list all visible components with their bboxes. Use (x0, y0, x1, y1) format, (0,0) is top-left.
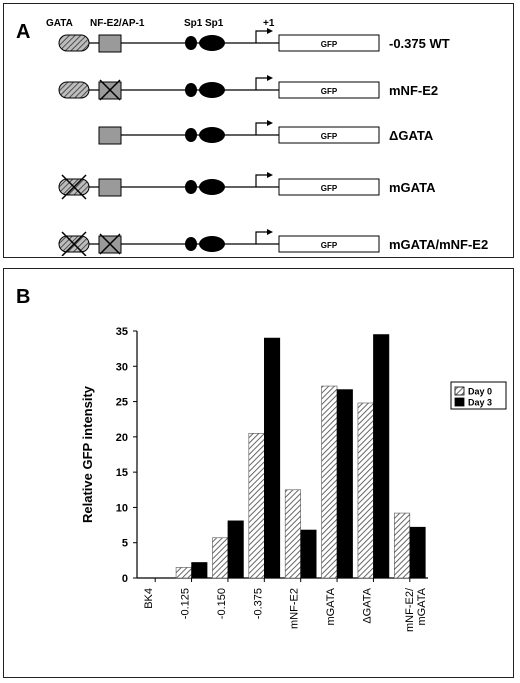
nfe2-site (98, 34, 122, 53)
y-tick-label: 15 (116, 467, 128, 479)
x-tick-label: -0.375 (252, 588, 264, 619)
nfe2-element-label: NF-E2/AP-1 (90, 18, 145, 29)
tss-arrowhead (267, 28, 273, 34)
legend-swatch (454, 386, 465, 396)
y-tick-label: 10 (116, 502, 128, 514)
sp1-element-label-1: Sp1 (184, 18, 203, 29)
bar-day-3 (373, 334, 390, 579)
sp1-site (185, 237, 197, 251)
panel-a: A GATA NF-E2/AP-1 Sp1 Sp1 +1 GFP -0.375 W… (3, 3, 514, 258)
tss-arrow (255, 122, 268, 135)
construct-row: GFP ΔGATA (98, 120, 434, 145)
bar-day-0 (175, 567, 192, 579)
bar-day-3 (264, 337, 281, 579)
bar-day-3 (227, 520, 244, 579)
sp1-site (199, 35, 225, 51)
nfe2-mutation-mark (99, 79, 121, 101)
nfe2-site (98, 126, 122, 145)
gfp-reporter-box (278, 126, 380, 144)
y-tick-label: 0 (122, 573, 128, 585)
x-tick-label: ΔGATA (361, 587, 373, 623)
panel-b-label: B (16, 286, 30, 308)
tss-label: +1 (263, 18, 275, 29)
bar-day-0 (357, 402, 374, 579)
construct-name: -0.375 WT (389, 36, 450, 51)
sp1-site (185, 83, 197, 97)
bar-day-0 (321, 385, 338, 579)
sp1-site (185, 36, 197, 50)
gata-mutation-mark (61, 231, 87, 256)
legend-swatch (454, 397, 465, 407)
y-axis-label: Relative GFP intensity (80, 385, 95, 523)
x-tick-label: mNF-E2 (289, 588, 301, 629)
x-tick-label: BK4 (143, 588, 155, 609)
gfp-reporter-box (278, 81, 380, 99)
construct-name: mNF-E2 (389, 83, 438, 98)
gfp-reporter-box (278, 178, 380, 196)
gata-site (58, 81, 90, 99)
bar-day-0 (248, 433, 265, 579)
bar-day-0 (212, 537, 229, 579)
sp1-site (199, 127, 225, 143)
legend-label: Day 0 (468, 387, 492, 397)
y-tick-label: 5 (122, 538, 128, 550)
tss-arrow (255, 231, 268, 244)
gfp-label: GFP (321, 132, 338, 141)
sp1-site (185, 128, 197, 142)
bar-day-3 (409, 526, 426, 579)
gfp-reporter-box (278, 34, 380, 52)
tss-arrowhead (267, 229, 273, 235)
x-tick-label: mGATA (325, 587, 337, 625)
gfp-label: GFP (321, 87, 338, 96)
x-tick-label: mNF-E2/mGATA (404, 587, 428, 632)
panel-b: B Relative GFP intensity 0 5 10 15 20 25 30 35 B… (3, 268, 514, 678)
gfp-label: GFP (321, 40, 338, 49)
sp1-site (199, 82, 225, 98)
sp1-site (199, 179, 225, 195)
construct-row: GFP -0.375 WT (58, 28, 450, 53)
gata-site (58, 34, 90, 52)
tss-arrowhead (267, 75, 273, 81)
legend-label: Day 3 (468, 398, 492, 408)
bar-day-0 (284, 489, 301, 579)
construct-name: ΔGATA (389, 128, 434, 143)
bar-day-3 (300, 529, 317, 579)
construct-name: mGATA (389, 180, 436, 195)
sp1-site (199, 236, 225, 252)
gfp-label: GFP (321, 241, 338, 250)
x-tick-label: -0.150 (216, 588, 228, 619)
y-tick-label: 30 (116, 361, 128, 373)
gata-element-label: GATA (46, 18, 73, 29)
tss-arrow (255, 30, 268, 43)
bar-day-3 (191, 562, 208, 579)
tss-arrow (255, 174, 268, 187)
tss-arrowhead (267, 172, 273, 178)
y-tick-label: 25 (116, 397, 128, 409)
construct-name: mGATA/mNF-E2 (389, 237, 488, 252)
gfp-reporter-box (278, 235, 380, 253)
construct-row: GFP mNF-E2 (58, 75, 438, 101)
bar-day-0 (394, 512, 411, 579)
chart-plot: 0 5 10 15 20 25 30 35 BK4 -0.125 -0.150 -0.375 mNF-E… (116, 326, 428, 632)
tss-arrow (255, 77, 268, 90)
gfp-bar-chart: B Relative GFP intensity 0 5 10 15 20 25 30 35 B… (16, 286, 507, 632)
nfe2-mutation-mark (99, 233, 121, 255)
tss-arrowhead (267, 120, 273, 126)
gfp-label: GFP (321, 184, 338, 193)
nfe2-site (98, 178, 122, 197)
panel-a-label: A (16, 21, 30, 43)
gata-mutation-mark (61, 174, 87, 200)
y-tick-label: 20 (116, 432, 128, 444)
y-tick-label: 35 (116, 326, 128, 338)
sp1-site (185, 180, 197, 194)
construct-diagram: A GATA NF-E2/AP-1 Sp1 Sp1 +1 GFP -0.375 W… (16, 18, 488, 256)
sp1-element-label-2: Sp1 (205, 18, 224, 29)
construct-row: GFP mGATA/mNF-E2 (58, 229, 488, 256)
construct-row: GFP mGATA (58, 172, 436, 200)
bar-day-3 (336, 389, 353, 579)
x-tick-label: -0.125 (180, 588, 192, 619)
